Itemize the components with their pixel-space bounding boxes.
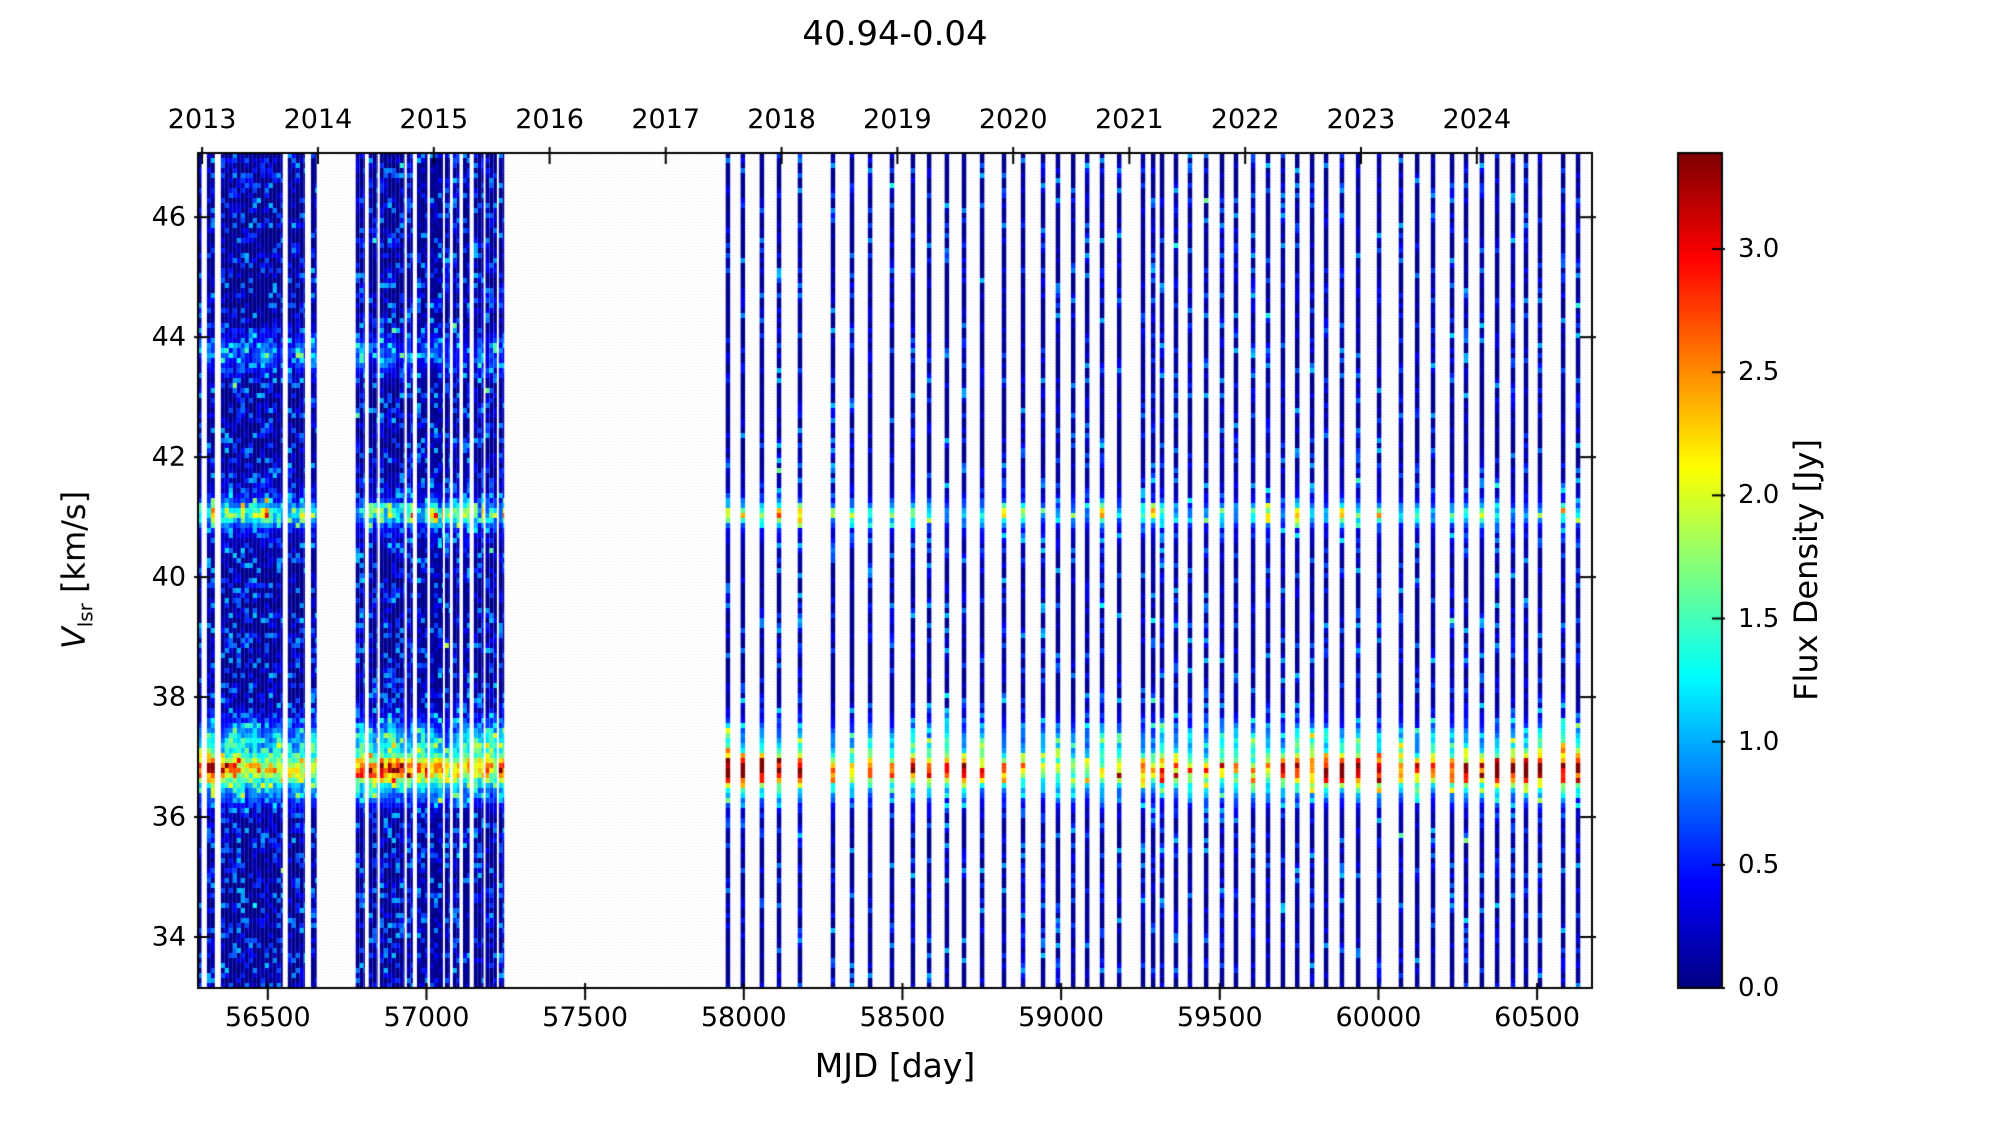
top-axis-year-label: 2024	[1442, 104, 1512, 135]
colorbar-tick-label: 0.0	[1738, 973, 1780, 1003]
colorbar-tick-label: 2.0	[1738, 480, 1780, 511]
top-axis-year-label: 2022	[1210, 104, 1280, 135]
x-axis-tick-label: 60000	[1335, 1002, 1422, 1033]
x-axis-tick-label: 56500	[224, 1002, 311, 1033]
top-axis-year-label: 2013	[167, 104, 237, 135]
x-axis-tick-label: 58500	[859, 1002, 946, 1033]
x-axis-tick-label: 59500	[1176, 1002, 1263, 1033]
x-axis-tick-label: 57500	[542, 1002, 629, 1033]
top-axis-year-label: 2019	[863, 104, 932, 135]
colorbar-tick-label: 1.5	[1738, 603, 1780, 634]
y-axis-label: Vlsr [km/s]	[55, 491, 97, 649]
x-axis-tick-label: 59000	[1018, 1002, 1105, 1033]
y-axis-tick-label: 46	[151, 201, 186, 233]
top-axis-year-label: 2023	[1326, 104, 1396, 135]
y-axis-label-unit: [km/s]	[54, 490, 93, 604]
top-axis-year-label: 2015	[399, 104, 469, 135]
top-axis-year-label: 2018	[747, 104, 816, 135]
colorbar-tick-label: 0.5	[1738, 849, 1780, 880]
y-axis-tick-label: 42	[151, 441, 186, 473]
y-axis-tick-label: 38	[151, 681, 186, 713]
x-axis-tick-label: 60500	[1494, 1002, 1581, 1033]
colorbar-tick-label: 1.0	[1738, 726, 1780, 757]
colorbar-label: Flux Density [Jy]	[1787, 439, 1825, 701]
top-axis-year-label: 2020	[978, 104, 1048, 135]
top-axis-year-label: 2021	[1094, 104, 1164, 135]
x-axis-label: MJD [day]	[814, 1046, 976, 1085]
colorbar-tick-label: 3.0	[1738, 234, 1780, 265]
top-axis-year-label: 2017	[631, 104, 701, 135]
y-axis-tick-label: 36	[151, 801, 186, 833]
top-axis-year-label: 2016	[515, 104, 584, 135]
y-axis-tick-label: 40	[151, 561, 186, 593]
y-axis-tick-label: 44	[151, 321, 186, 353]
x-axis-tick-label: 57000	[383, 1002, 470, 1033]
x-axis-tick-label: 58000	[700, 1002, 787, 1033]
plot-title: 40.94-0.04	[802, 14, 988, 54]
colorbar-tick-label: 2.5	[1738, 357, 1780, 388]
y-axis-label-subscript: lsr	[74, 603, 98, 628]
y-axis-label-symbol: V	[54, 627, 93, 650]
top-axis-year-label: 2014	[283, 104, 353, 135]
y-axis-tick-label: 34	[151, 921, 186, 953]
